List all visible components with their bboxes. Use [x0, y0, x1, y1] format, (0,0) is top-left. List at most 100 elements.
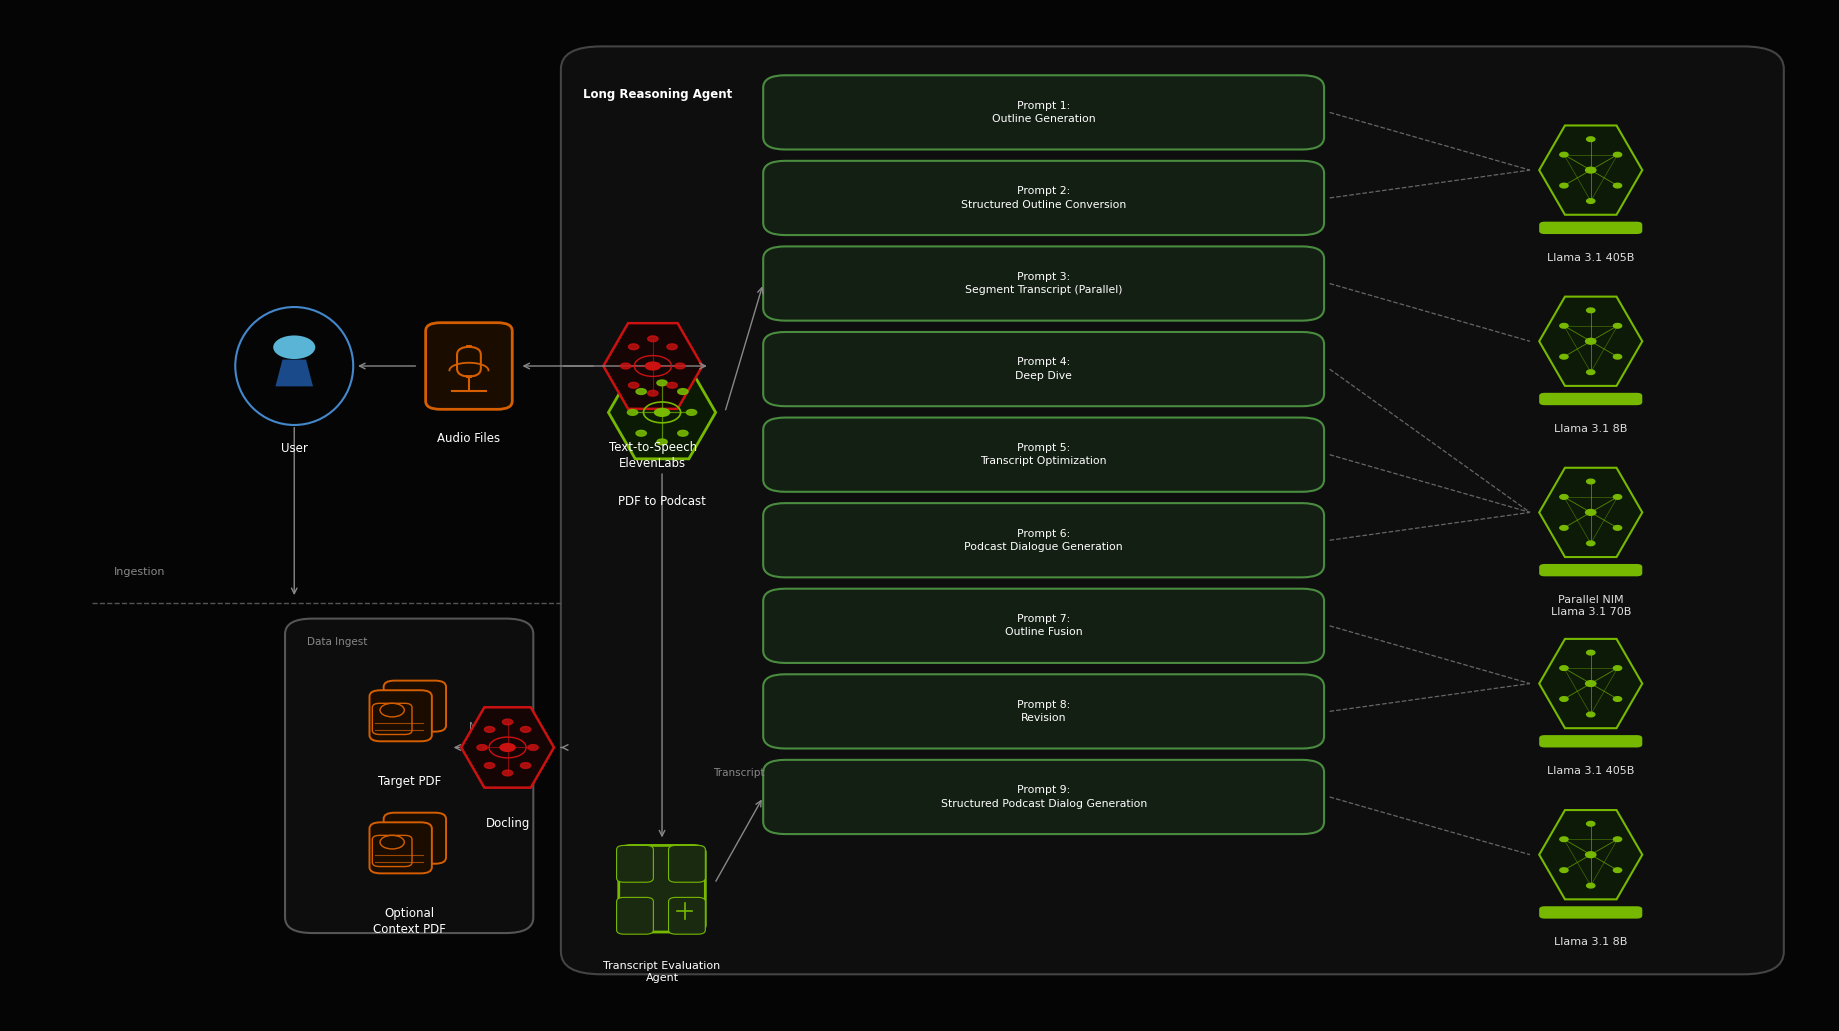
Polygon shape [603, 323, 702, 409]
Circle shape [502, 719, 513, 725]
FancyBboxPatch shape [1539, 906, 1642, 919]
Text: Target PDF: Target PDF [377, 775, 441, 788]
Circle shape [1559, 153, 1569, 157]
FancyBboxPatch shape [384, 680, 447, 732]
Text: Prompt 5:
Transcript Optimization: Prompt 5: Transcript Optimization [980, 443, 1107, 466]
Text: Transcript Evaluation
Agent: Transcript Evaluation Agent [603, 961, 721, 984]
Circle shape [1587, 822, 1594, 826]
Circle shape [636, 389, 645, 395]
Circle shape [1585, 167, 1596, 173]
Polygon shape [609, 366, 715, 459]
Circle shape [679, 389, 688, 395]
FancyBboxPatch shape [371, 703, 412, 734]
Circle shape [1559, 868, 1569, 872]
Circle shape [1587, 479, 1594, 484]
Text: Llama 3.1 8B: Llama 3.1 8B [1554, 424, 1628, 434]
Circle shape [476, 744, 487, 751]
Text: Docling: Docling [485, 817, 530, 830]
Text: Text-to-Speech
ElevenLabs: Text-to-Speech ElevenLabs [609, 441, 697, 470]
Polygon shape [1539, 639, 1642, 728]
FancyBboxPatch shape [618, 845, 706, 932]
Circle shape [1587, 712, 1594, 717]
Circle shape [1587, 137, 1594, 141]
Circle shape [1587, 370, 1594, 374]
Circle shape [1585, 680, 1596, 687]
Text: Parallel NIM
Llama 3.1 70B: Parallel NIM Llama 3.1 70B [1550, 595, 1631, 618]
FancyBboxPatch shape [371, 835, 412, 866]
Circle shape [627, 409, 638, 415]
Circle shape [1559, 324, 1569, 328]
Circle shape [1587, 541, 1594, 545]
Circle shape [1559, 355, 1569, 359]
FancyBboxPatch shape [669, 845, 706, 883]
Circle shape [1613, 153, 1622, 157]
FancyBboxPatch shape [561, 46, 1784, 974]
Circle shape [1559, 184, 1569, 188]
Circle shape [484, 727, 495, 732]
Polygon shape [276, 360, 313, 387]
FancyBboxPatch shape [425, 323, 513, 409]
Circle shape [1587, 199, 1594, 203]
Circle shape [668, 383, 677, 388]
FancyBboxPatch shape [763, 589, 1324, 663]
Circle shape [629, 383, 638, 388]
Circle shape [1559, 495, 1569, 499]
Circle shape [1585, 509, 1596, 516]
Text: Audio Files: Audio Files [438, 432, 500, 445]
Circle shape [1613, 184, 1622, 188]
Circle shape [528, 744, 539, 751]
Circle shape [636, 430, 645, 436]
Polygon shape [1539, 468, 1642, 557]
Circle shape [1587, 308, 1594, 312]
Circle shape [647, 336, 658, 341]
Circle shape [1613, 666, 1622, 670]
Text: Optional
Context PDF: Optional Context PDF [373, 907, 445, 936]
FancyBboxPatch shape [763, 674, 1324, 749]
Circle shape [1613, 495, 1622, 499]
FancyBboxPatch shape [1539, 222, 1642, 234]
Circle shape [502, 770, 513, 776]
Circle shape [500, 743, 515, 752]
FancyBboxPatch shape [285, 619, 533, 933]
Circle shape [647, 391, 658, 396]
Text: Llama 3.1 405B: Llama 3.1 405B [1547, 766, 1635, 776]
Text: User: User [281, 442, 307, 456]
Text: Long Reasoning Agent: Long Reasoning Agent [583, 88, 732, 101]
Circle shape [1559, 697, 1569, 701]
Circle shape [520, 763, 531, 768]
FancyBboxPatch shape [1539, 393, 1642, 405]
Text: Data Ingest: Data Ingest [307, 637, 368, 647]
Circle shape [645, 362, 660, 370]
Circle shape [1587, 884, 1594, 888]
Circle shape [620, 363, 631, 369]
Circle shape [1613, 355, 1622, 359]
Circle shape [629, 344, 638, 350]
Circle shape [657, 439, 668, 444]
Polygon shape [1539, 297, 1642, 386]
Circle shape [1613, 526, 1622, 530]
Text: Llama 3.1 8B: Llama 3.1 8B [1554, 937, 1628, 947]
Circle shape [520, 727, 531, 732]
Circle shape [1613, 324, 1622, 328]
Circle shape [1585, 852, 1596, 858]
FancyBboxPatch shape [763, 503, 1324, 577]
Circle shape [1559, 526, 1569, 530]
Text: Prompt 6:
Podcast Dialogue Generation: Prompt 6: Podcast Dialogue Generation [964, 529, 1124, 552]
Circle shape [1585, 338, 1596, 344]
Circle shape [668, 344, 677, 350]
Text: Markdown: Markdown [469, 722, 522, 732]
FancyBboxPatch shape [763, 75, 1324, 149]
FancyBboxPatch shape [370, 691, 432, 741]
FancyBboxPatch shape [370, 823, 432, 873]
Text: Prompt 2:
Structured Outline Conversion: Prompt 2: Structured Outline Conversion [962, 187, 1125, 209]
Circle shape [675, 363, 686, 369]
Circle shape [484, 763, 495, 768]
Circle shape [1559, 837, 1569, 841]
Text: Prompt 7:
Outline Fusion: Prompt 7: Outline Fusion [1004, 614, 1083, 637]
Text: Transcript: Transcript [714, 768, 765, 778]
FancyBboxPatch shape [384, 812, 447, 864]
Text: Prompt 1:
Outline Generation: Prompt 1: Outline Generation [991, 101, 1096, 124]
Polygon shape [462, 707, 554, 788]
Circle shape [1559, 666, 1569, 670]
FancyBboxPatch shape [616, 897, 653, 934]
